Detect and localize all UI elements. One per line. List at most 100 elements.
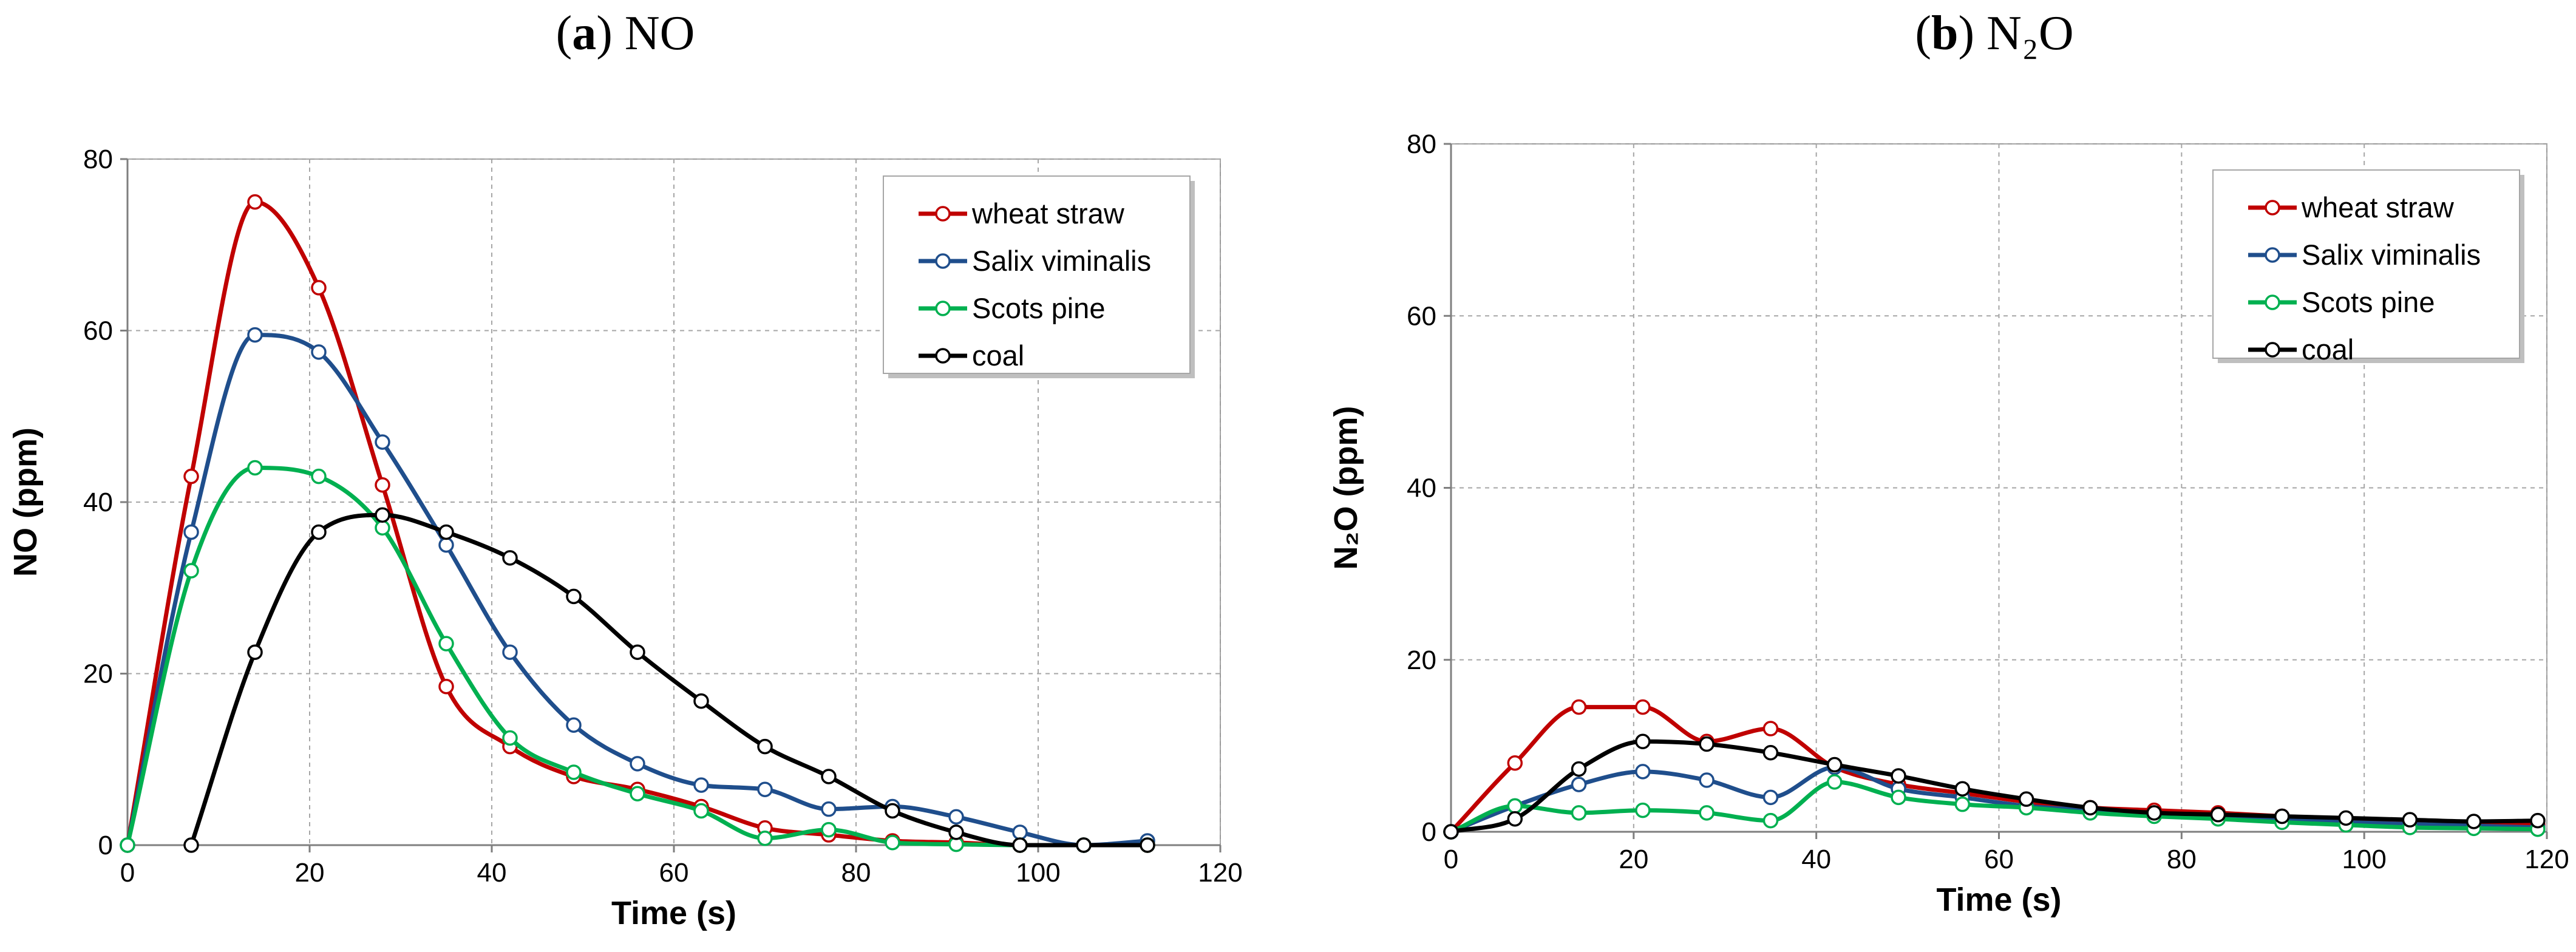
chart-b-point-coal-49	[1891, 768, 1906, 784]
chart-a-point-coal-14	[247, 644, 263, 660]
chart-b-point-coal-7	[1507, 811, 1523, 827]
chart-a-point-coal-112	[1140, 837, 1155, 853]
chart-a-point-salix-viminalis-14	[247, 327, 263, 343]
chart-a-point-salix-viminalis-28	[375, 434, 390, 450]
chart-a-x-tick-label-80: 80	[841, 858, 871, 888]
panel-letter-a: a	[572, 7, 597, 60]
chart-b-point-coal-91	[2274, 808, 2290, 824]
chart-b-point-coal-105	[2402, 812, 2418, 828]
panel-title-b: N₂O	[1986, 7, 2074, 60]
chart-a-point-salix-viminalis-49	[566, 717, 582, 733]
chart-b-point-scots-pine-7	[1507, 798, 1523, 814]
chart-a-y-tick-label-60: 60	[83, 316, 113, 346]
chart-a-point-scots-pine-56	[630, 786, 645, 801]
chart-b-point-coal-21	[1635, 733, 1651, 750]
chart-b-y-tick-label-20: 20	[1407, 645, 1436, 675]
chart-a-point-salix-viminalis-91	[948, 809, 964, 825]
chart-a-point-coal-63	[693, 693, 709, 709]
chart-a-x-tick-label-20: 20	[295, 858, 325, 888]
chart-a-point-scots-pine-77	[821, 821, 837, 838]
chart-b-x-tick-label-60: 60	[1984, 845, 2014, 874]
chart-a-point-coal-42	[502, 550, 518, 566]
chart-b-legend-label-coal: coal	[2302, 333, 2354, 365]
chart-b-x-axis-label: Time (s)	[1936, 882, 2061, 918]
chart-a-y-tick-label-80: 80	[83, 144, 113, 174]
chart-b-point-wheat-straw-21	[1635, 699, 1651, 715]
chart-a-point-scots-pine-7	[183, 563, 199, 579]
chart-b-point-coal-42	[1827, 756, 1843, 773]
chart-a-point-coal-84	[885, 803, 900, 819]
chart-a-y-tick-label-40: 40	[83, 488, 113, 517]
chart-a-point-scots-pine-14	[247, 460, 263, 476]
chart-b-point-scots-pine-21	[1635, 802, 1651, 818]
chart-a-point-salix-viminalis-35	[438, 537, 454, 553]
chart-a-y-tick-label-20: 20	[83, 659, 113, 689]
chart-a-point-coal-98	[1012, 837, 1028, 853]
chart-b-point-coal-98	[2338, 810, 2354, 826]
chart-a-point-salix-viminalis-56	[630, 756, 645, 772]
chart-b-point-coal-112	[2466, 814, 2482, 829]
n2o-emission-chart: 0 20 40 60 80 100 120 0 20 40 60 80 Time (s) N₂O (ppm…	[1328, 129, 2569, 918]
chart-a-legend-marker-scots-pine	[935, 301, 951, 316]
chart-a-point-scots-pine-21	[311, 468, 327, 484]
chart-b-y-tick-label-80: 80	[1407, 129, 1436, 159]
chart-b-point-coal-14	[1571, 761, 1587, 777]
chart-a-legend-label-scots-pine: Scots pine	[972, 292, 1105, 324]
chart-b-point-coal-63	[2018, 791, 2034, 807]
chart-a-point-salix-viminalis-63	[693, 777, 709, 793]
chart-b-point-coal-0	[1443, 824, 1459, 840]
chart-b-point-coal-77	[2146, 805, 2162, 821]
chart-b-point-salix-viminalis-35	[1762, 789, 1779, 806]
chart-b-point-wheat-straw-35	[1762, 721, 1779, 736]
chart-b-y-axis-label: N₂O (ppm)	[1328, 406, 1364, 570]
chart-a-point-scots-pine-63	[693, 803, 709, 819]
chart-b-legend-marker-coal	[2265, 342, 2280, 358]
chart-a-point-salix-viminalis-98	[1012, 824, 1028, 840]
chart-a-point-salix-viminalis-7	[183, 524, 199, 540]
chart-b-legend-marker-scots-pine	[2265, 294, 2280, 310]
figure-title-a: (a) NO	[556, 7, 695, 60]
chart-a-legend-label-wheat-straw: wheat straw	[971, 197, 1125, 229]
chart-a-legend-label-coal: coal	[972, 339, 1024, 372]
chart-a-point-wheat-straw-35	[438, 678, 454, 695]
chart-b-point-salix-viminalis-14	[1571, 777, 1587, 792]
chart-b-point-coal-70	[2082, 800, 2098, 816]
chart-b-x-tick-label-20: 20	[1619, 845, 1648, 874]
chart-a-point-wheat-straw-7	[183, 468, 199, 484]
chart-a-point-salix-viminalis-21	[311, 344, 327, 360]
chart-a-legend	[883, 175, 1191, 374]
chart-a-point-scots-pine-0	[120, 837, 135, 853]
chart-a-point-coal-7	[183, 837, 199, 853]
chart-b-point-wheat-straw-7	[1507, 755, 1523, 771]
chart-b-legend	[2212, 169, 2520, 359]
chart-a-point-scots-pine-49	[566, 764, 582, 780]
figure-title-b: (b) N₂O	[1915, 7, 2074, 60]
chart-b-point-scots-pine-49	[1891, 789, 1906, 806]
chart-a-point-coal-91	[948, 824, 964, 840]
chart-a-point-coal-56	[630, 644, 645, 660]
chart-a-x-tick-label-0: 0	[120, 858, 135, 888]
chart-b-point-coal-35	[1762, 744, 1779, 761]
chart-b-point-scots-pine-35	[1762, 812, 1779, 829]
chart-a-x-tick-label-120: 120	[1198, 858, 1242, 888]
chart-b-point-coal-28	[1699, 736, 1715, 752]
chart-b-point-salix-viminalis-21	[1635, 764, 1651, 780]
chart-a-point-salix-viminalis-42	[502, 644, 518, 660]
chart-a-point-coal-77	[821, 769, 837, 784]
chart-a-point-scots-pine-28	[375, 520, 390, 536]
chart-a-point-coal-105	[1076, 837, 1092, 853]
chart-b-x-tick-label-40: 40	[1801, 845, 1831, 874]
chart-b-x-tick-label-80: 80	[2167, 845, 2197, 874]
chart-a-point-coal-35	[438, 524, 454, 540]
chart-b-legend-label-scots-pine: Scots pine	[2302, 286, 2435, 318]
chart-b-point-scots-pine-56	[1954, 796, 1971, 812]
chart-b-point-wheat-straw-14	[1571, 699, 1587, 715]
chart-a-legend-marker-salix-viminalis	[935, 253, 951, 269]
chart-a-point-wheat-straw-28	[375, 477, 390, 493]
chart-a-y-axis-label: NO (ppm)	[7, 427, 44, 577]
chart-a-point-coal-28	[375, 507, 390, 523]
chart-a-legend-marker-coal	[935, 348, 951, 364]
chart-a-point-coal-49	[566, 588, 582, 605]
chart-a-point-salix-viminalis-70	[757, 781, 773, 797]
chart-b-point-coal-56	[1954, 781, 1971, 797]
